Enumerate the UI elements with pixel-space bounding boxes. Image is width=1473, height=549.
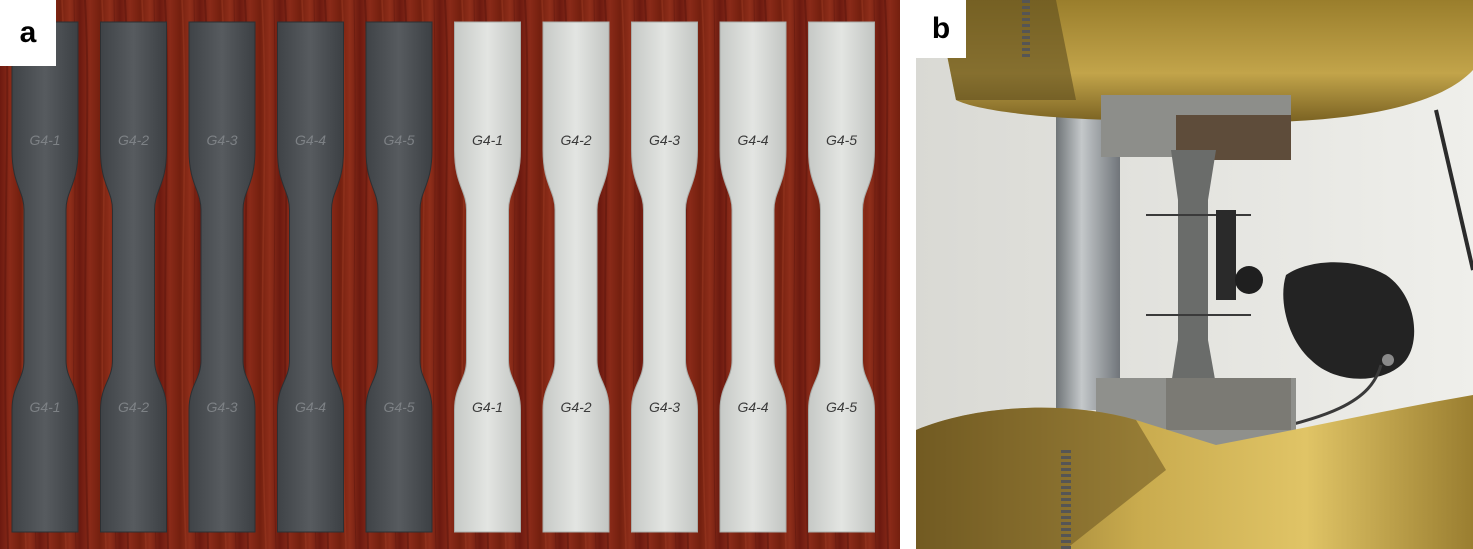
extensometer-led	[1382, 354, 1394, 366]
specimen-6	[454, 21, 521, 533]
specimen-9-top-label: G4-4	[737, 132, 768, 148]
specimen-9	[719, 21, 787, 533]
specimen-3-top-label: G4-3	[206, 132, 237, 148]
extensometer-arm	[1216, 210, 1236, 300]
specimen-2	[100, 21, 167, 533]
specimen-5	[365, 21, 433, 533]
specimen-10-bottom-label: G4-5	[826, 399, 857, 415]
specimen-6-bottom-label: G4-1	[472, 399, 503, 415]
specimen-1	[11, 21, 79, 533]
extensometer-body	[1283, 262, 1415, 379]
specimen-1-top-label: G4-1	[29, 132, 60, 148]
specimen-5-top-label: G4-5	[383, 132, 414, 148]
specimen-2-bottom-label: G4-2	[118, 399, 149, 415]
specimen-7	[542, 21, 610, 533]
specimen-10	[808, 21, 875, 533]
specimen-8-top-label: G4-3	[649, 132, 680, 148]
specimen-8	[631, 21, 698, 533]
panel-label-a: a	[0, 0, 56, 66]
panel-label-b: b	[916, 0, 966, 58]
specimen-2-top-label: G4-2	[118, 132, 149, 148]
upper-crosshead-shadow	[936, 0, 1076, 100]
specimens-photo-canvas: G4-1 G4-1 G4-2 G4-2 G4-3 G4-3 G4-4 G4-4 G4-5 G4-5…	[0, 0, 900, 549]
specimen-6-top-label: G4-1	[472, 132, 503, 148]
specimen-10-top-label: G4-5	[826, 132, 857, 148]
frame-wire	[1434, 109, 1473, 271]
specimen-7-top-label: G4-2	[560, 132, 591, 148]
test-specimen	[1171, 150, 1216, 385]
test-machine-photo: b	[916, 0, 1473, 549]
test-machine-canvas	[916, 0, 1473, 549]
lower-clamp-jaw	[1166, 378, 1291, 430]
specimen-8-bottom-label: G4-3	[649, 399, 680, 415]
machine-column	[1056, 110, 1120, 410]
specimen-4-bottom-label: G4-4	[295, 399, 326, 415]
specimen-4	[277, 21, 344, 533]
specimen-4-top-label: G4-4	[295, 132, 326, 148]
extensometer-knob	[1235, 266, 1263, 294]
specimen-5-bottom-label: G4-5	[383, 399, 414, 415]
specimen-3-bottom-label: G4-3	[206, 399, 237, 415]
lower-crosshead-shadow	[916, 407, 1166, 549]
specimen-9-bottom-label: G4-4	[737, 399, 768, 415]
specimen-3	[188, 21, 256, 533]
specimen-1-bottom-label: G4-1	[29, 399, 60, 415]
specimen-7-bottom-label: G4-2	[560, 399, 591, 415]
specimens-photo: G4-1 G4-1 G4-2 G4-2 G4-3 G4-3 G4-4 G4-4 G4-5 G4-5…	[0, 0, 900, 549]
